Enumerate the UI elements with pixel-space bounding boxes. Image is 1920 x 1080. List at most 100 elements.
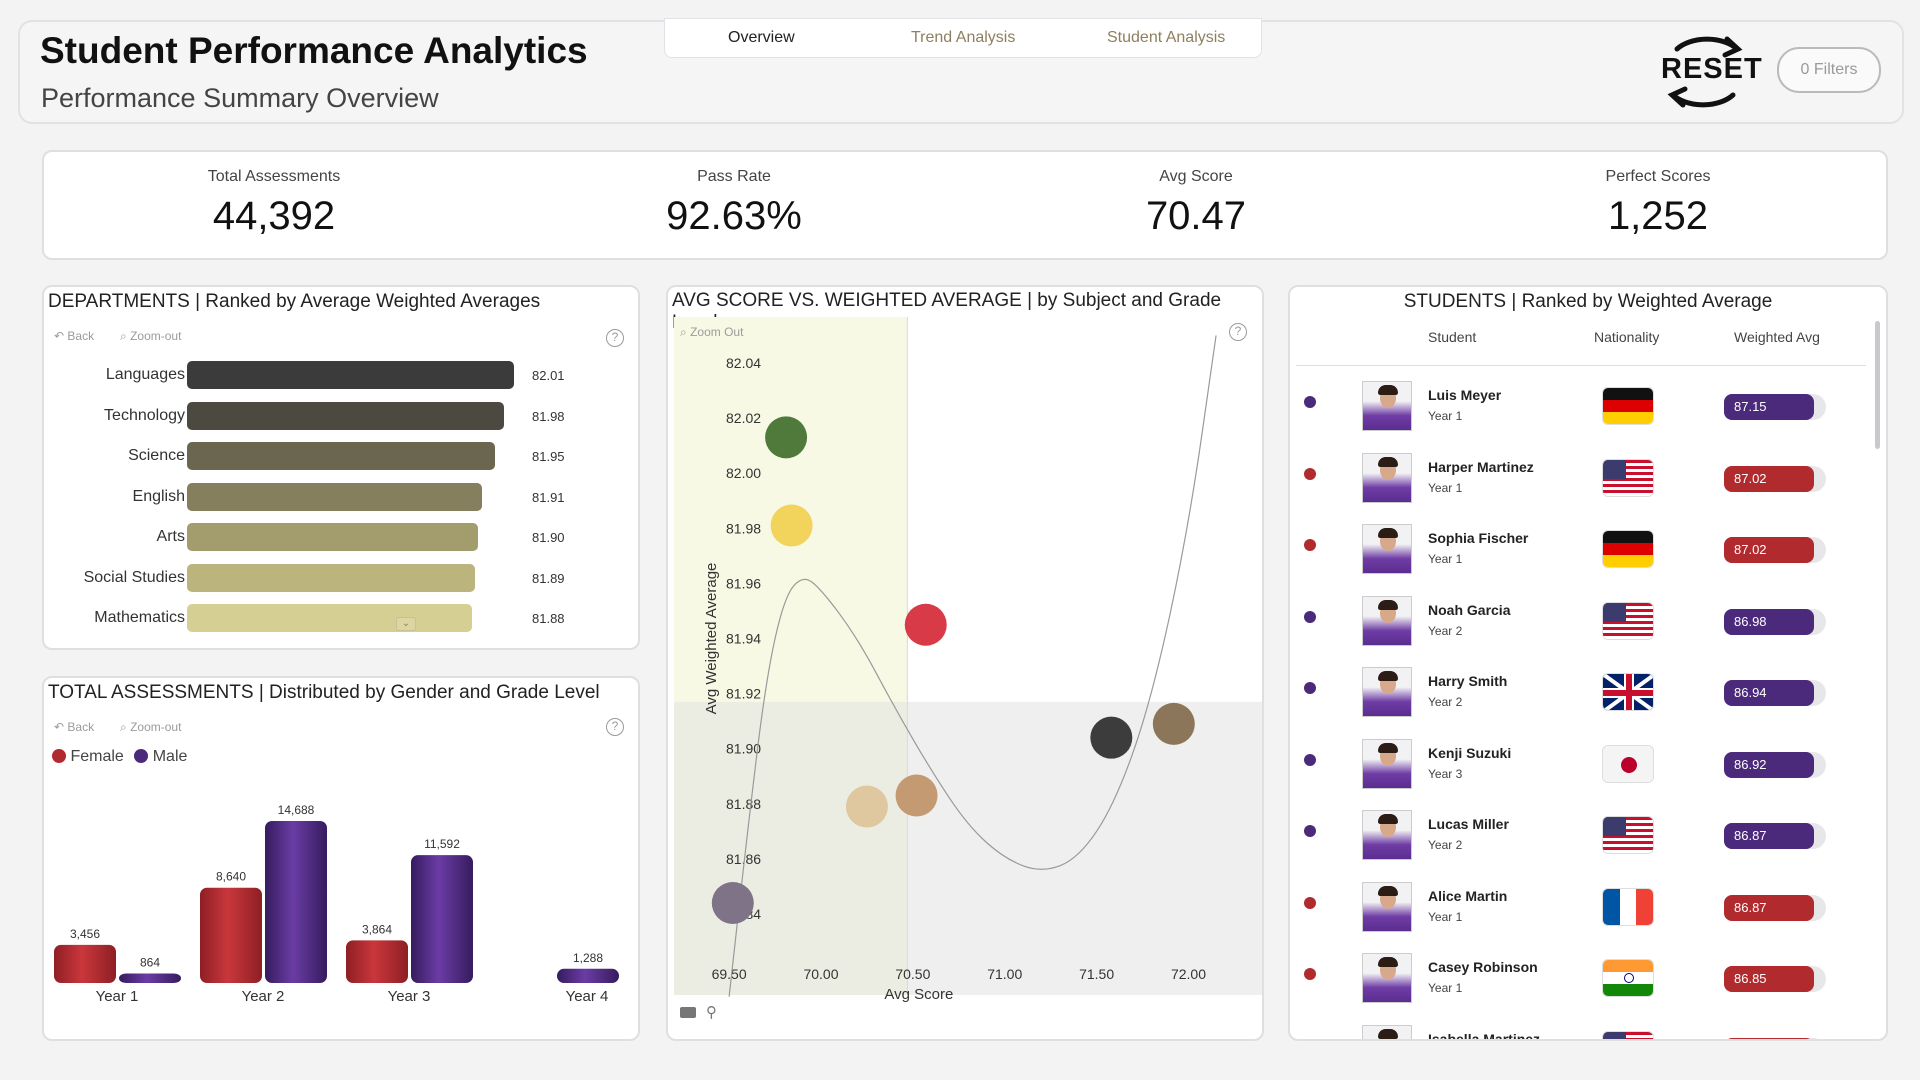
tab-student-analysis[interactable]: Student Analysis [1107, 29, 1226, 46]
bar-female[interactable] [346, 940, 408, 983]
filters-button[interactable]: 0 Filters [1777, 47, 1881, 93]
dept-bar[interactable] [187, 401, 504, 430]
reset-label[interactable]: RESET [1661, 53, 1763, 85]
student-row[interactable]: Harry Smith Year 2 86.94 [1290, 663, 1870, 734]
y-tick-label: 81.92 [726, 686, 761, 702]
x-axis-title: Avg Score [884, 986, 953, 1003]
scatter-point[interactable] [904, 603, 947, 646]
usa-flag-icon [1602, 1030, 1654, 1039]
zoom-out-button[interactable]: ⌕ Zoom-out [120, 329, 181, 344]
student-row[interactable]: Lucas Miller Year 2 86.87 [1290, 806, 1870, 877]
weighted-avg-pill: 86.92 [1724, 751, 1814, 778]
weighted-avg-pill: 87.15 [1724, 394, 1814, 420]
bar-female[interactable] [200, 887, 262, 983]
quadrant-bottom-left [674, 701, 908, 995]
student-name: Sophia Fischer [1428, 530, 1529, 546]
student-year: Year 3 [1428, 766, 1463, 781]
assessments-title: TOTAL ASSESSMENTS | Distributed by Gende… [48, 682, 600, 703]
scrollbar[interactable] [1875, 321, 1880, 449]
scatter-point[interactable] [711, 881, 754, 924]
x-axis-label: Year 1 [96, 988, 139, 1005]
dept-bar[interactable] [187, 442, 495, 470]
help-icon[interactable]: ? [606, 718, 624, 736]
lasso-icon[interactable]: ⚲ [706, 1004, 717, 1021]
bar-male[interactable] [557, 968, 619, 983]
scatter-point[interactable] [1090, 716, 1133, 759]
student-row[interactable]: Alice Martin Year 1 86.87 [1290, 878, 1870, 949]
legend-male-label: Male [152, 748, 188, 765]
zoom-out-button[interactable]: ⌕ Zoom-out [120, 720, 181, 735]
student-row[interactable]: Noah Garcia Year 2 86.98 [1290, 592, 1870, 663]
scatter-point[interactable] [1152, 702, 1195, 745]
student-row[interactable]: Casey Robinson Year 1 86.85 [1290, 949, 1870, 1020]
page-tabs: Overview Trend Analysis Student Analysis [664, 18, 1262, 58]
legend-male-dot [134, 749, 149, 763]
help-icon[interactable]: ? [1229, 323, 1247, 341]
column-header-nationality[interactable]: Nationality [1594, 329, 1660, 345]
scatter-point[interactable] [845, 785, 888, 828]
x-tick-label: 71.50 [1079, 966, 1114, 982]
weighted-avg-pill: 86.85 [1724, 966, 1814, 992]
scatter-point[interactable] [770, 504, 813, 547]
legend-female-label: Female [70, 748, 124, 765]
tab-overview[interactable]: Overview [728, 29, 795, 46]
scatter-point[interactable] [895, 774, 938, 817]
x-tick-label: 70.00 [803, 966, 838, 982]
dept-label: Technology [104, 406, 185, 424]
student-row[interactable]: Kenji Suzuki Year 3 86.92 [1290, 735, 1870, 806]
chevron-down-icon[interactable]: ⌄ [396, 617, 416, 631]
legend-female-dot [52, 749, 66, 763]
bar-male[interactable] [411, 855, 473, 983]
bar-male[interactable] [119, 973, 181, 983]
dept-label: Arts [156, 528, 185, 545]
x-axis-label: Year 3 [388, 988, 431, 1005]
dept-value-label: 81.89 [532, 570, 565, 586]
student-row[interactable]: Isabella Martinez [1290, 1021, 1870, 1039]
dept-bar[interactable] [187, 523, 478, 551]
column-header-weighted-avg[interactable]: Weighted Avg [1734, 329, 1820, 345]
scatter-point[interactable] [765, 416, 808, 459]
reset-button[interactable] [1655, 27, 1755, 117]
avatar [1362, 595, 1412, 646]
column-header-student[interactable]: Student [1428, 329, 1477, 345]
header-divider [1296, 365, 1866, 366]
student-name: Lucas Miller [1428, 816, 1509, 832]
kpi-label: Perfect Scores [1605, 168, 1711, 185]
y-tick-label: 81.86 [726, 851, 761, 867]
zoom-out-button[interactable]: ⌕ Zoom Out [680, 325, 743, 340]
uk-flag-icon [1602, 673, 1654, 711]
student-year: Year 1 [1428, 552, 1463, 566]
dept-value-label: 81.88 [532, 611, 565, 626]
usa-flag-icon [1602, 816, 1654, 854]
refresh-icon [1667, 36, 1743, 108]
student-name: Harry Smith [1428, 673, 1508, 689]
back-button[interactable]: ↶ Back [54, 329, 94, 343]
bar-female[interactable] [54, 944, 116, 983]
dept-bar[interactable] [187, 482, 482, 511]
bar-value-label: 3,456 [70, 927, 100, 941]
avatar [1362, 881, 1412, 932]
quadrant-bottom-right [907, 701, 1262, 995]
help-icon[interactable]: ? [606, 329, 624, 347]
camera-icon[interactable] [680, 1007, 696, 1018]
avatar-hair [1378, 528, 1398, 538]
dept-bar[interactable] [187, 563, 475, 592]
student-row[interactable]: Luis Meyer Year 1 87.15 [1290, 377, 1870, 448]
student-row[interactable]: Harper Martinez Year 1 87.02 [1290, 449, 1870, 520]
scatter-panel: AVG SCORE VS. WEIGHTED AVERAGE | by Subj… [666, 285, 1264, 1041]
gender-dot [1304, 968, 1316, 980]
back-arrow-icon: ↶ [54, 720, 68, 734]
student-row[interactable]: Sophia Fischer Year 1 87.02 [1290, 520, 1870, 591]
dept-bar[interactable] [187, 604, 472, 632]
student-name: Casey Robinson [1428, 959, 1538, 975]
y-tick-label: 81.98 [726, 520, 761, 536]
tab-trend-analysis[interactable]: Trend Analysis [911, 29, 1016, 46]
dept-bar[interactable] [187, 361, 514, 389]
zoom-icon: ⌕ [120, 329, 131, 343]
back-button[interactable]: ↶ Back [54, 720, 94, 734]
departments-panel: DEPARTMENTS | Ranked by Average Weighted… [42, 285, 640, 650]
bar-male[interactable] [265, 821, 327, 983]
kpi-value: 1,252 [1607, 194, 1709, 238]
avatar [1362, 667, 1412, 717]
